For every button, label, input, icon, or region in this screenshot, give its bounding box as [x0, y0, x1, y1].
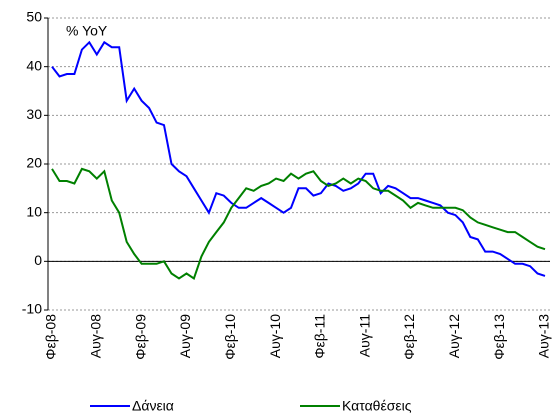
y-tick-label: -10	[22, 301, 42, 317]
x-tick-label: Αυγ-13	[536, 314, 552, 358]
x-tick-label: Αυγ-08	[88, 314, 104, 358]
x-tick-label: Φεβ-13	[491, 314, 507, 360]
y-tick-label: 20	[26, 155, 42, 171]
legend-label: Καταθέσεις	[342, 398, 412, 414]
x-tick-label: Φεβ-11	[312, 314, 328, 359]
y-tick-label: 0	[34, 252, 42, 268]
x-tick-label: Αυγ-11	[356, 314, 372, 357]
x-tick-label: Αυγ-12	[446, 314, 462, 358]
legend-label: Δάνεια	[132, 398, 174, 414]
x-tick-label: Φεβ-09	[132, 314, 148, 360]
y-tick-label: 30	[26, 106, 42, 122]
x-tick-label: Αυγ-09	[177, 314, 193, 358]
y-tick-label: 40	[26, 57, 42, 73]
x-tick-label: Αυγ-10	[267, 314, 283, 358]
y-tick-label: 10	[26, 203, 42, 219]
line-series	[51, 40, 546, 277]
x-tick-label: Φεβ-10	[222, 314, 238, 360]
x-tick-label: Φεβ-08	[43, 314, 59, 360]
line-series	[51, 167, 546, 280]
x-tick-label: Φεβ-12	[401, 314, 417, 360]
y-tick-label: 50	[26, 9, 42, 25]
annotation: % YoY	[66, 23, 108, 39]
